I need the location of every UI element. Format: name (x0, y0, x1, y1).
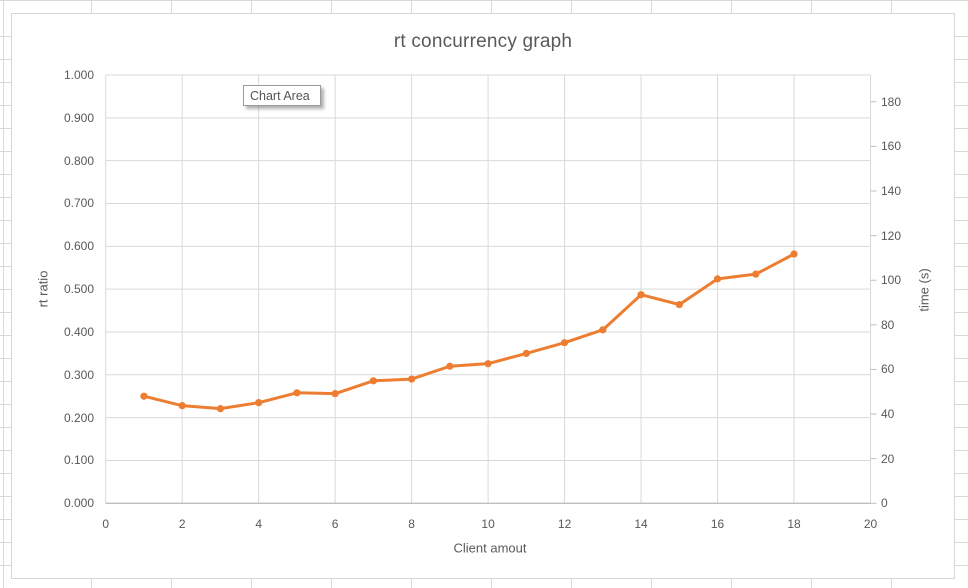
data-point-marker[interactable] (369, 377, 377, 385)
y-axis-right-tick-label[interactable]: 0 (881, 496, 888, 511)
y-axis-left-tick-label[interactable]: 0.300 (63, 367, 94, 382)
y-axis-left-tick-label[interactable]: 0.800 (63, 153, 94, 168)
data-point-marker[interactable] (522, 349, 530, 357)
x-axis-tick-label[interactable]: 10 (481, 516, 495, 531)
data-point-marker[interactable] (408, 375, 416, 383)
chart-area[interactable]: rt concurrency graph rt ratio time (s) C… (12, 14, 954, 578)
data-point-marker[interactable] (140, 392, 148, 400)
data-point-marker[interactable] (675, 300, 683, 309)
y-axis-right-tick-label[interactable]: 80 (881, 317, 895, 332)
y-axis-left-tick-label[interactable]: 0.200 (63, 410, 94, 425)
x-axis-tick-label[interactable]: 8 (408, 516, 415, 531)
data-point-marker[interactable] (216, 405, 225, 413)
y-axis-right-tick-label[interactable]: 20 (881, 451, 895, 466)
y-axis-right-tick-label[interactable]: 140 (881, 183, 902, 198)
y-axis-left-tick-label[interactable]: 0.100 (63, 453, 94, 468)
data-point-marker[interactable] (446, 362, 454, 370)
x-axis-tick-label[interactable]: 2 (178, 516, 186, 531)
x-axis-title[interactable]: Client amout (453, 540, 527, 556)
y-axis-right-tick-label[interactable]: 60 (881, 362, 895, 377)
y-axis-left-tick-label[interactable]: 0.500 (63, 282, 94, 297)
data-point-marker[interactable] (637, 291, 645, 299)
data-point-marker[interactable] (255, 399, 263, 407)
y-axis-right-tick-label[interactable]: 180 (881, 94, 902, 109)
y-axis-left-tick-label[interactable]: 0.000 (63, 496, 94, 511)
data-point-marker[interactable] (599, 326, 607, 334)
data-point-marker[interactable] (752, 270, 760, 278)
y-axis-left-tick-label[interactable]: 0.900 (63, 110, 94, 125)
plot-area[interactable] (12, 14, 954, 578)
data-point-marker[interactable] (178, 402, 186, 410)
y-axis-left-tick-label[interactable]: 0.700 (63, 196, 94, 211)
x-axis-tick-label[interactable]: 16 (710, 516, 725, 531)
data-point-marker[interactable] (713, 275, 722, 283)
y-axis-right-tick-label[interactable]: 100 (881, 273, 902, 288)
y-axis-right-tick-label[interactable]: 160 (881, 139, 902, 154)
data-point-marker[interactable] (484, 360, 492, 368)
data-point-marker[interactable] (790, 250, 798, 258)
y-axis-left-tick-label[interactable]: 0.600 (63, 239, 94, 254)
x-axis-tick-label[interactable]: 18 (787, 516, 801, 531)
x-axis-tick-label[interactable]: 4 (255, 516, 262, 531)
x-axis-tick-label[interactable]: 14 (634, 516, 648, 531)
y-axis-right-tick-label[interactable]: 120 (881, 228, 902, 243)
x-axis-tick-label[interactable]: 0 (102, 516, 110, 531)
series-line[interactable] (142, 252, 796, 411)
data-point-marker[interactable] (331, 390, 339, 398)
y-axis-left-tick-label[interactable]: 0.400 (63, 324, 94, 339)
chart-area-tooltip: Chart Area (243, 85, 321, 106)
data-point-marker[interactable] (293, 389, 301, 397)
chart-area-tooltip-label: Chart Area (250, 89, 310, 103)
data-point-marker[interactable] (560, 339, 569, 347)
x-axis-tick-label[interactable]: 20 (863, 516, 878, 531)
chart-title[interactable]: rt concurrency graph (393, 31, 573, 52)
y-axis-left-tick-label[interactable]: 1.000 (63, 68, 94, 82)
x-axis-tick-label[interactable]: 6 (331, 516, 339, 531)
y-axis-right-tick-label[interactable]: 40 (881, 407, 895, 422)
x-axis-tick-label[interactable]: 12 (557, 516, 572, 531)
